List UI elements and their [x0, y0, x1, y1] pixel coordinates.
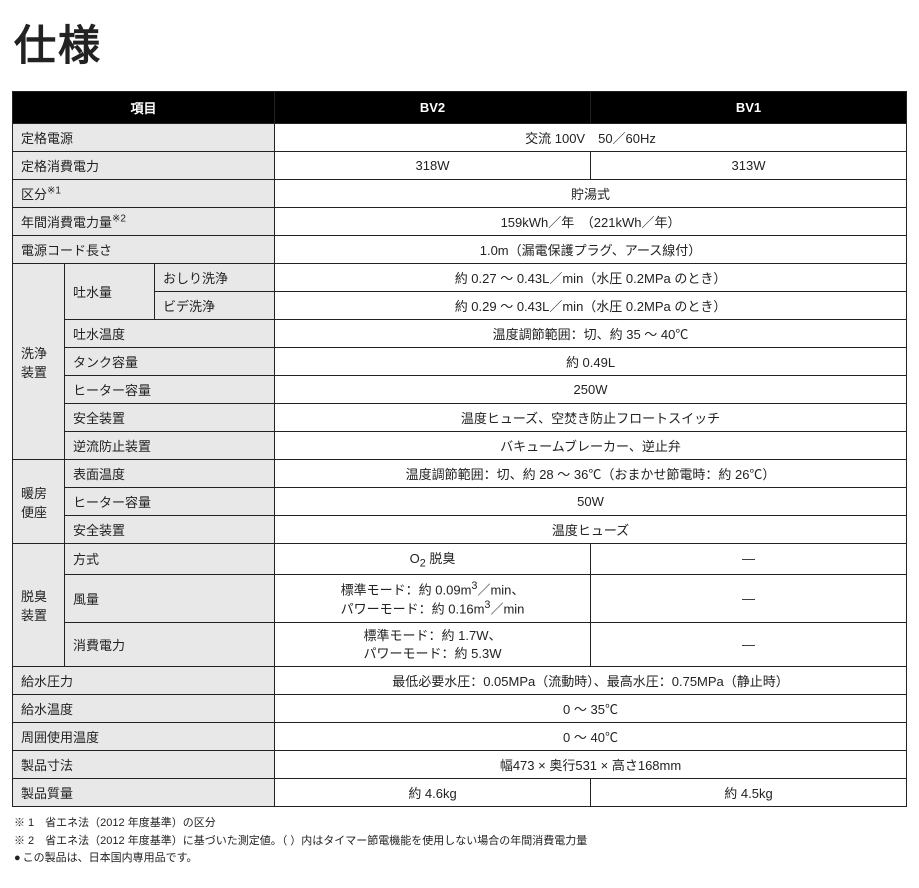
table-row: ヒーター容量 250W	[13, 376, 907, 404]
row-value: 0 〜 40℃	[275, 723, 907, 751]
row-label: 区分※1	[13, 180, 275, 208]
row-value-bv2: 標準モード：約 1.7W、パワーモード：約 5.3W	[275, 623, 591, 667]
row-label: 風量	[65, 574, 275, 623]
table-row: 安全装置 温度ヒューズ	[13, 516, 907, 544]
label-sup: ※1	[47, 186, 61, 197]
table-row: 暖房便座 表面温度 温度調節範囲：切、約 28 〜 36℃（おまかせ節電時：約 …	[13, 460, 907, 488]
table-header-row: 項目 BV2 BV1	[13, 92, 907, 124]
row-value: 約 0.29 〜 0.43L／min（水圧 0.2MPa のとき）	[275, 292, 907, 320]
table-row: 洗浄装置 吐水量 おしり洗浄 約 0.27 〜 0.43L／min（水圧 0.2…	[13, 264, 907, 292]
row-value: 温度調節範囲：切、約 35 〜 40℃	[275, 320, 907, 348]
table-row: 給水圧力 最低必要水圧：0.05MPa（流動時）、最高水圧：0.75MPa（静止…	[13, 667, 907, 695]
footnotes: ※ 1 省エネ法（2012 年度基準）の区分 ※ 2 省エネ法（2012 年度基…	[14, 815, 905, 867]
table-row: 脱臭装置 方式 O2 脱臭 —	[13, 544, 907, 575]
row-label: 安全装置	[65, 404, 275, 432]
row-label: 製品質量	[13, 779, 275, 807]
group-label-seat: 暖房便座	[13, 460, 65, 544]
row-value: 温度ヒューズ、空焚き防止フロートスイッチ	[275, 404, 907, 432]
table-row: 周囲使用温度 0 〜 40℃	[13, 723, 907, 751]
header-bv2: BV2	[275, 92, 591, 124]
row-label: 吐水温度	[65, 320, 275, 348]
table-row: 製品質量 約 4.6kg 約 4.5kg	[13, 779, 907, 807]
spec-table: 項目 BV2 BV1 定格電源 交流 100V 50／60Hz 定格消費電力 3…	[12, 91, 907, 807]
row-value: 約 0.27 〜 0.43L／min（水圧 0.2MPa のとき）	[275, 264, 907, 292]
row-value: 50W	[275, 488, 907, 516]
table-row: 製品寸法 幅473 × 奥行531 × 高さ168mm	[13, 751, 907, 779]
row-label: 消費電力	[65, 623, 275, 667]
table-row: 年間消費電力量※2 159kWh／年 （221kWh／年）	[13, 208, 907, 236]
row-sublabel: おしり洗浄	[155, 264, 275, 292]
row-value-bv1: —	[591, 544, 907, 575]
row-label: 給水温度	[13, 695, 275, 723]
label-sup: ※2	[112, 214, 126, 225]
footnote-2: ※ 2 省エネ法（2012 年度基準）に基づいた測定値。（ ）内はタイマー節電機…	[14, 833, 905, 850]
row-value-bv1: 313W	[591, 152, 907, 180]
row-label: 逆流防止装置	[65, 432, 275, 460]
table-row: 区分※1 貯湯式	[13, 180, 907, 208]
row-value-bv2: O2 脱臭	[275, 544, 591, 575]
row-value: 幅473 × 奥行531 × 高さ168mm	[275, 751, 907, 779]
table-row: 定格消費電力 318W 313W	[13, 152, 907, 180]
row-label: 吐水量	[65, 264, 155, 320]
row-value-bv2: 約 4.6kg	[275, 779, 591, 807]
row-value: 交流 100V 50／60Hz	[275, 124, 907, 152]
table-row: 給水温度 0 〜 35℃	[13, 695, 907, 723]
row-value: 159kWh／年 （221kWh／年）	[275, 208, 907, 236]
row-value: 温度調節範囲：切、約 28 〜 36℃（おまかせ節電時：約 26℃）	[275, 460, 907, 488]
table-row: 逆流防止装置 バキュームブレーカー、逆止弁	[13, 432, 907, 460]
row-label: 周囲使用温度	[13, 723, 275, 751]
row-label: 定格消費電力	[13, 152, 275, 180]
row-value-bv1: —	[591, 623, 907, 667]
row-label: 定格電源	[13, 124, 275, 152]
table-row: 電源コード長さ 1.0m（漏電保護プラグ、アース線付）	[13, 236, 907, 264]
table-row: ヒーター容量 50W	[13, 488, 907, 516]
table-row: 吐水温度 温度調節範囲：切、約 35 〜 40℃	[13, 320, 907, 348]
row-value: 1.0m（漏電保護プラグ、アース線付）	[275, 236, 907, 264]
label-text: 区分	[21, 187, 47, 202]
row-label: 年間消費電力量※2	[13, 208, 275, 236]
row-value: 250W	[275, 376, 907, 404]
row-label: タンク容量	[65, 348, 275, 376]
row-value: 0 〜 35℃	[275, 695, 907, 723]
row-label: 電源コード長さ	[13, 236, 275, 264]
row-value: 貯湯式	[275, 180, 907, 208]
row-sublabel: ビデ洗浄	[155, 292, 275, 320]
table-row: 安全装置 温度ヒューズ、空焚き防止フロートスイッチ	[13, 404, 907, 432]
page-title: 仕様	[14, 12, 907, 73]
row-value: 温度ヒューズ	[275, 516, 907, 544]
row-label: 製品寸法	[13, 751, 275, 779]
row-value-bv1: 約 4.5kg	[591, 779, 907, 807]
table-row: タンク容量 約 0.49L	[13, 348, 907, 376]
header-bv1: BV1	[591, 92, 907, 124]
row-label: 安全装置	[65, 516, 275, 544]
footnote-1: ※ 1 省エネ法（2012 年度基準）の区分	[14, 815, 905, 832]
label-text: 年間消費電力量	[21, 215, 112, 230]
row-value-bv1: —	[591, 574, 907, 623]
row-value: 約 0.49L	[275, 348, 907, 376]
row-label: 給水圧力	[13, 667, 275, 695]
row-label: ヒーター容量	[65, 376, 275, 404]
row-label: ヒーター容量	[65, 488, 275, 516]
row-value: バキュームブレーカー、逆止弁	[275, 432, 907, 460]
table-row: 風量 標準モード：約 0.09m3／min、パワーモード：約 0.16m3／mi…	[13, 574, 907, 623]
table-row: 定格電源 交流 100V 50／60Hz	[13, 124, 907, 152]
group-label-deodor: 脱臭装置	[13, 544, 65, 667]
footnote-3: この製品は、日本国内専用品です。	[14, 850, 905, 867]
table-row: 消費電力 標準モード：約 1.7W、パワーモード：約 5.3W —	[13, 623, 907, 667]
row-value-bv2: 標準モード：約 0.09m3／min、パワーモード：約 0.16m3／min	[275, 574, 591, 623]
row-label: 方式	[65, 544, 275, 575]
group-label-wash: 洗浄装置	[13, 264, 65, 460]
header-item: 項目	[13, 92, 275, 124]
row-value: 最低必要水圧：0.05MPa（流動時）、最高水圧：0.75MPa（静止時）	[275, 667, 907, 695]
row-label: 表面温度	[65, 460, 275, 488]
row-value-bv2: 318W	[275, 152, 591, 180]
